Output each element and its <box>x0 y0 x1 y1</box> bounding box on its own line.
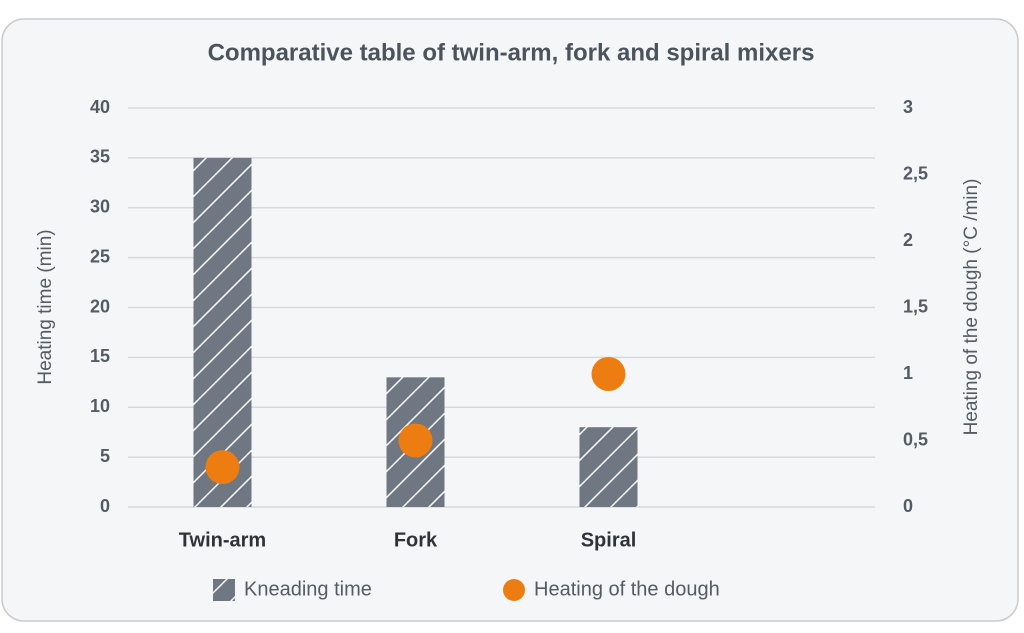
y-tick-label: 40 <box>90 97 110 117</box>
y2-axis-label: Heating of the dough (°C /min) <box>961 179 982 436</box>
legend-swatch <box>213 579 235 601</box>
y2-tick-label: 2 <box>903 230 913 250</box>
legend-label: Heating of the dough <box>534 578 720 600</box>
chart-title: Comparative table of twin-arm, fork and … <box>208 39 815 66</box>
y2-tick-label: 0 <box>903 496 913 516</box>
legend-label: Kneading time <box>244 578 372 600</box>
y-tick-label: 5 <box>100 446 110 466</box>
bar <box>193 157 252 507</box>
y2-tick-label: 1 <box>903 363 913 383</box>
y-tick-label: 25 <box>90 246 110 266</box>
x-tick-label: Fork <box>394 529 438 551</box>
y-tick-label: 15 <box>90 346 110 366</box>
y-tick-label: 20 <box>90 296 110 316</box>
dot <box>398 423 433 458</box>
y2-tick-label: 2,5 <box>903 163 928 183</box>
y-tick-label: 30 <box>90 197 110 217</box>
dot <box>205 450 240 485</box>
y-tick-label: 35 <box>90 147 110 167</box>
x-tick-label: Twin-arm <box>179 529 266 551</box>
y-axis-label: Heating time (min) <box>35 229 56 384</box>
y-tick-label: 10 <box>90 396 110 416</box>
legend-swatch <box>503 579 525 601</box>
y2-tick-label: 0,5 <box>903 429 928 449</box>
y-tick-label: 0 <box>100 496 110 516</box>
bar <box>579 427 638 507</box>
y2-tick-label: 1,5 <box>903 296 928 316</box>
x-tick-label: Spiral <box>581 529 637 551</box>
dot <box>591 357 626 391</box>
chart-frame <box>1 18 1019 622</box>
y2-tick-label: 3 <box>903 97 913 117</box>
